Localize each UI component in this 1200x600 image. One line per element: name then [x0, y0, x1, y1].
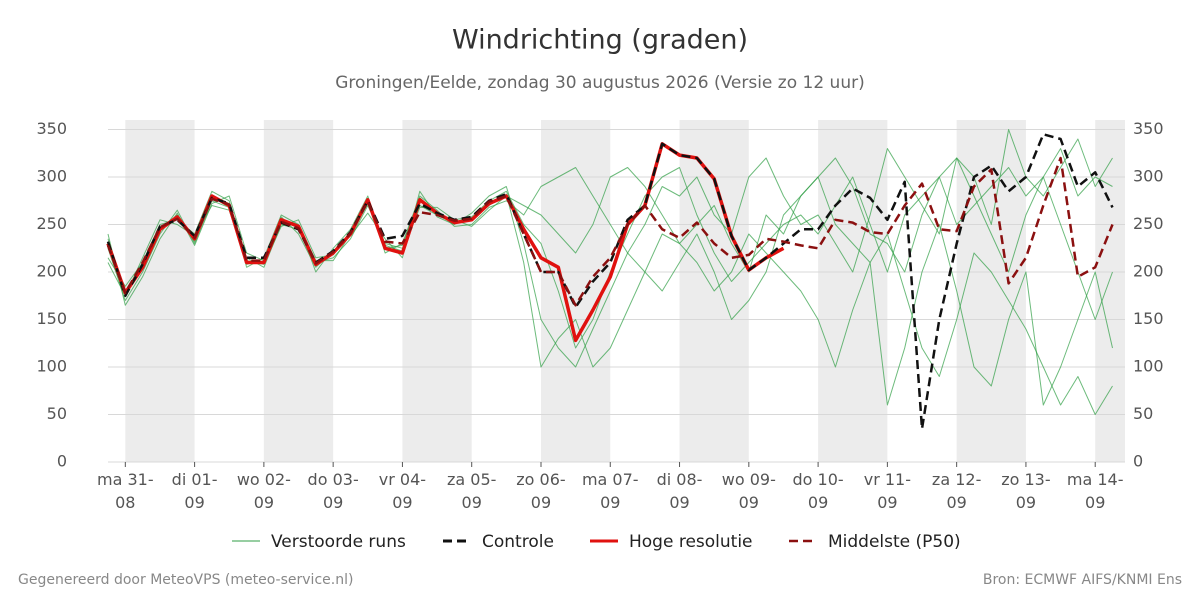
y-tick-label: 200 — [36, 262, 67, 281]
y2-tick-label: 200 — [1133, 262, 1164, 281]
day-band — [263, 120, 334, 462]
ensemble-line — [107, 167, 1113, 415]
day-band — [402, 120, 472, 462]
y2-tick-label: 150 — [1133, 309, 1164, 328]
legend-label: Controle — [482, 532, 554, 552]
day-band — [540, 120, 611, 462]
chart-title: Windrichting (graden) — [452, 25, 748, 56]
day-shading — [125, 120, 1125, 462]
x-tick-label: do 03-09 — [307, 470, 359, 512]
legend-label: Hoge resolutie — [629, 532, 753, 552]
y2-tick-label: 100 — [1133, 357, 1164, 376]
x-tick-label: ma 07-09 — [581, 470, 639, 512]
x-tick-label: ma 31-08 — [97, 470, 154, 512]
y-tick-label: 0 — [57, 452, 67, 471]
x-tick-label: zo 13-09 — [1001, 470, 1051, 512]
series-line — [106, 133, 1114, 431]
x-tick-label: do 10-09 — [792, 470, 844, 512]
footer-right: Bron: ECMWF AIFS/KNMI Ens — [983, 572, 1182, 588]
x-tick-label: di 01-09 — [171, 470, 218, 512]
y-tick-label: 350 — [36, 119, 67, 138]
y2-tick-label: 350 — [1133, 119, 1164, 138]
y-tick-label: 250 — [36, 214, 67, 233]
y2-tick-label: 50 — [1133, 404, 1153, 423]
y2-tick-label: 250 — [1133, 214, 1164, 233]
y-tick-label: 50 — [47, 404, 67, 423]
x-tick-label: wo 02-09 — [236, 470, 291, 512]
legend-label: Verstoorde runs — [271, 532, 406, 552]
y-tick-label: 300 — [36, 167, 67, 186]
y2-tick-label: 0 — [1133, 452, 1143, 471]
ensemble-line — [107, 167, 1113, 406]
day-band — [818, 120, 888, 462]
x-tick-label: ma 14-09 — [1066, 470, 1124, 512]
y-tick-label: 100 — [36, 357, 67, 376]
y2-tick-label: 300 — [1133, 167, 1164, 186]
x-tick-label: za 05-09 — [446, 470, 497, 512]
legend-label: Middelste (P50) — [828, 532, 961, 552]
series-line — [106, 156, 1114, 307]
chart-subtitle: Groningen/Eelde, zondag 30 augustus 2026… — [335, 73, 864, 93]
x-tick-label: za 12-09 — [931, 470, 982, 512]
day-band — [125, 120, 195, 462]
x-tick-label: di 08-09 — [656, 470, 703, 512]
x-tick-label: vr 11-09 — [863, 470, 911, 512]
x-tick-label: zo 06-09 — [516, 470, 566, 512]
x-tick-label: wo 09-09 — [721, 470, 776, 512]
y-tick-label: 150 — [36, 309, 67, 328]
footer-left: Gegenereerd door MeteoVPS (meteo-service… — [18, 572, 353, 588]
x-tick-label: vr 04-09 — [378, 470, 427, 512]
